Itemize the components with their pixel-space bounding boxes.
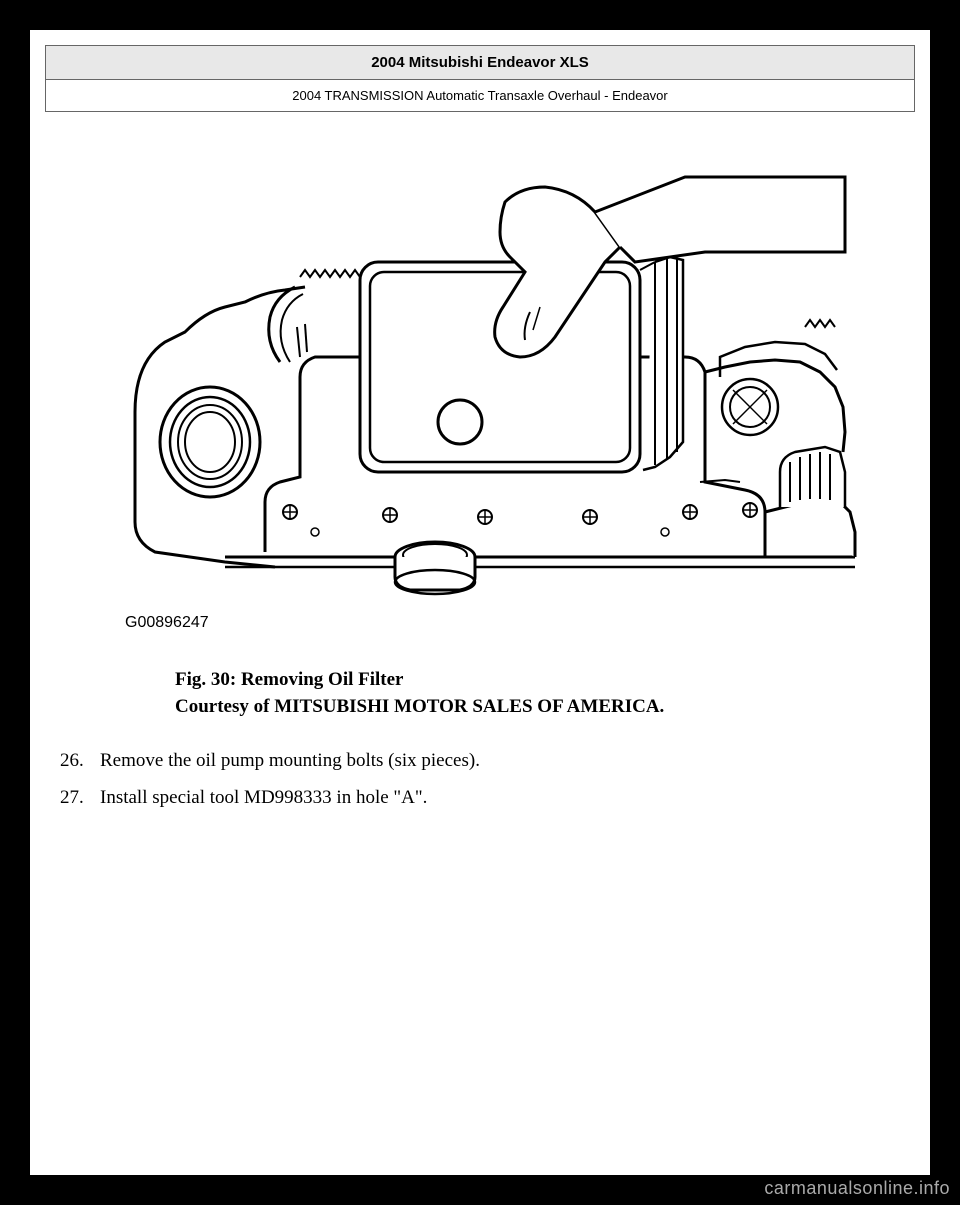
instruction-number: 26. — [60, 745, 100, 777]
header-subtitle: 2004 TRANSMISSION Automatic Transaxle Ov… — [46, 80, 915, 112]
figure-id: G00896247 — [125, 614, 209, 632]
instruction-text: Remove the oil pump mounting bolts (six … — [100, 745, 480, 777]
instruction-item: 27. Install special tool MD998333 in hol… — [60, 782, 915, 814]
header-table: 2004 Mitsubishi Endeavor XLS 2004 TRANSM… — [45, 45, 915, 112]
instruction-item: 26. Remove the oil pump mounting bolts (… — [60, 745, 915, 777]
oil-filter-diagram — [125, 162, 865, 632]
instructions-list: 26. Remove the oil pump mounting bolts (… — [60, 745, 915, 815]
caption-line-2: Courtesy of MITSUBISHI MOTOR SALES OF AM… — [175, 694, 835, 721]
figure-image: G00896247 — [125, 162, 865, 632]
figure-container: G00896247 Fig. 30: Removing Oil Filter C… — [125, 162, 835, 720]
watermark: carmanualsonline.info — [764, 1178, 950, 1199]
figure-caption: Fig. 30: Removing Oil Filter Courtesy of… — [175, 667, 835, 720]
instruction-number: 27. — [60, 782, 100, 814]
caption-line-1: Fig. 30: Removing Oil Filter — [175, 667, 835, 694]
page-content: 2004 Mitsubishi Endeavor XLS 2004 TRANSM… — [30, 30, 930, 1175]
header-title: 2004 Mitsubishi Endeavor XLS — [46, 46, 915, 80]
instruction-text: Install special tool MD998333 in hole "A… — [100, 782, 427, 814]
